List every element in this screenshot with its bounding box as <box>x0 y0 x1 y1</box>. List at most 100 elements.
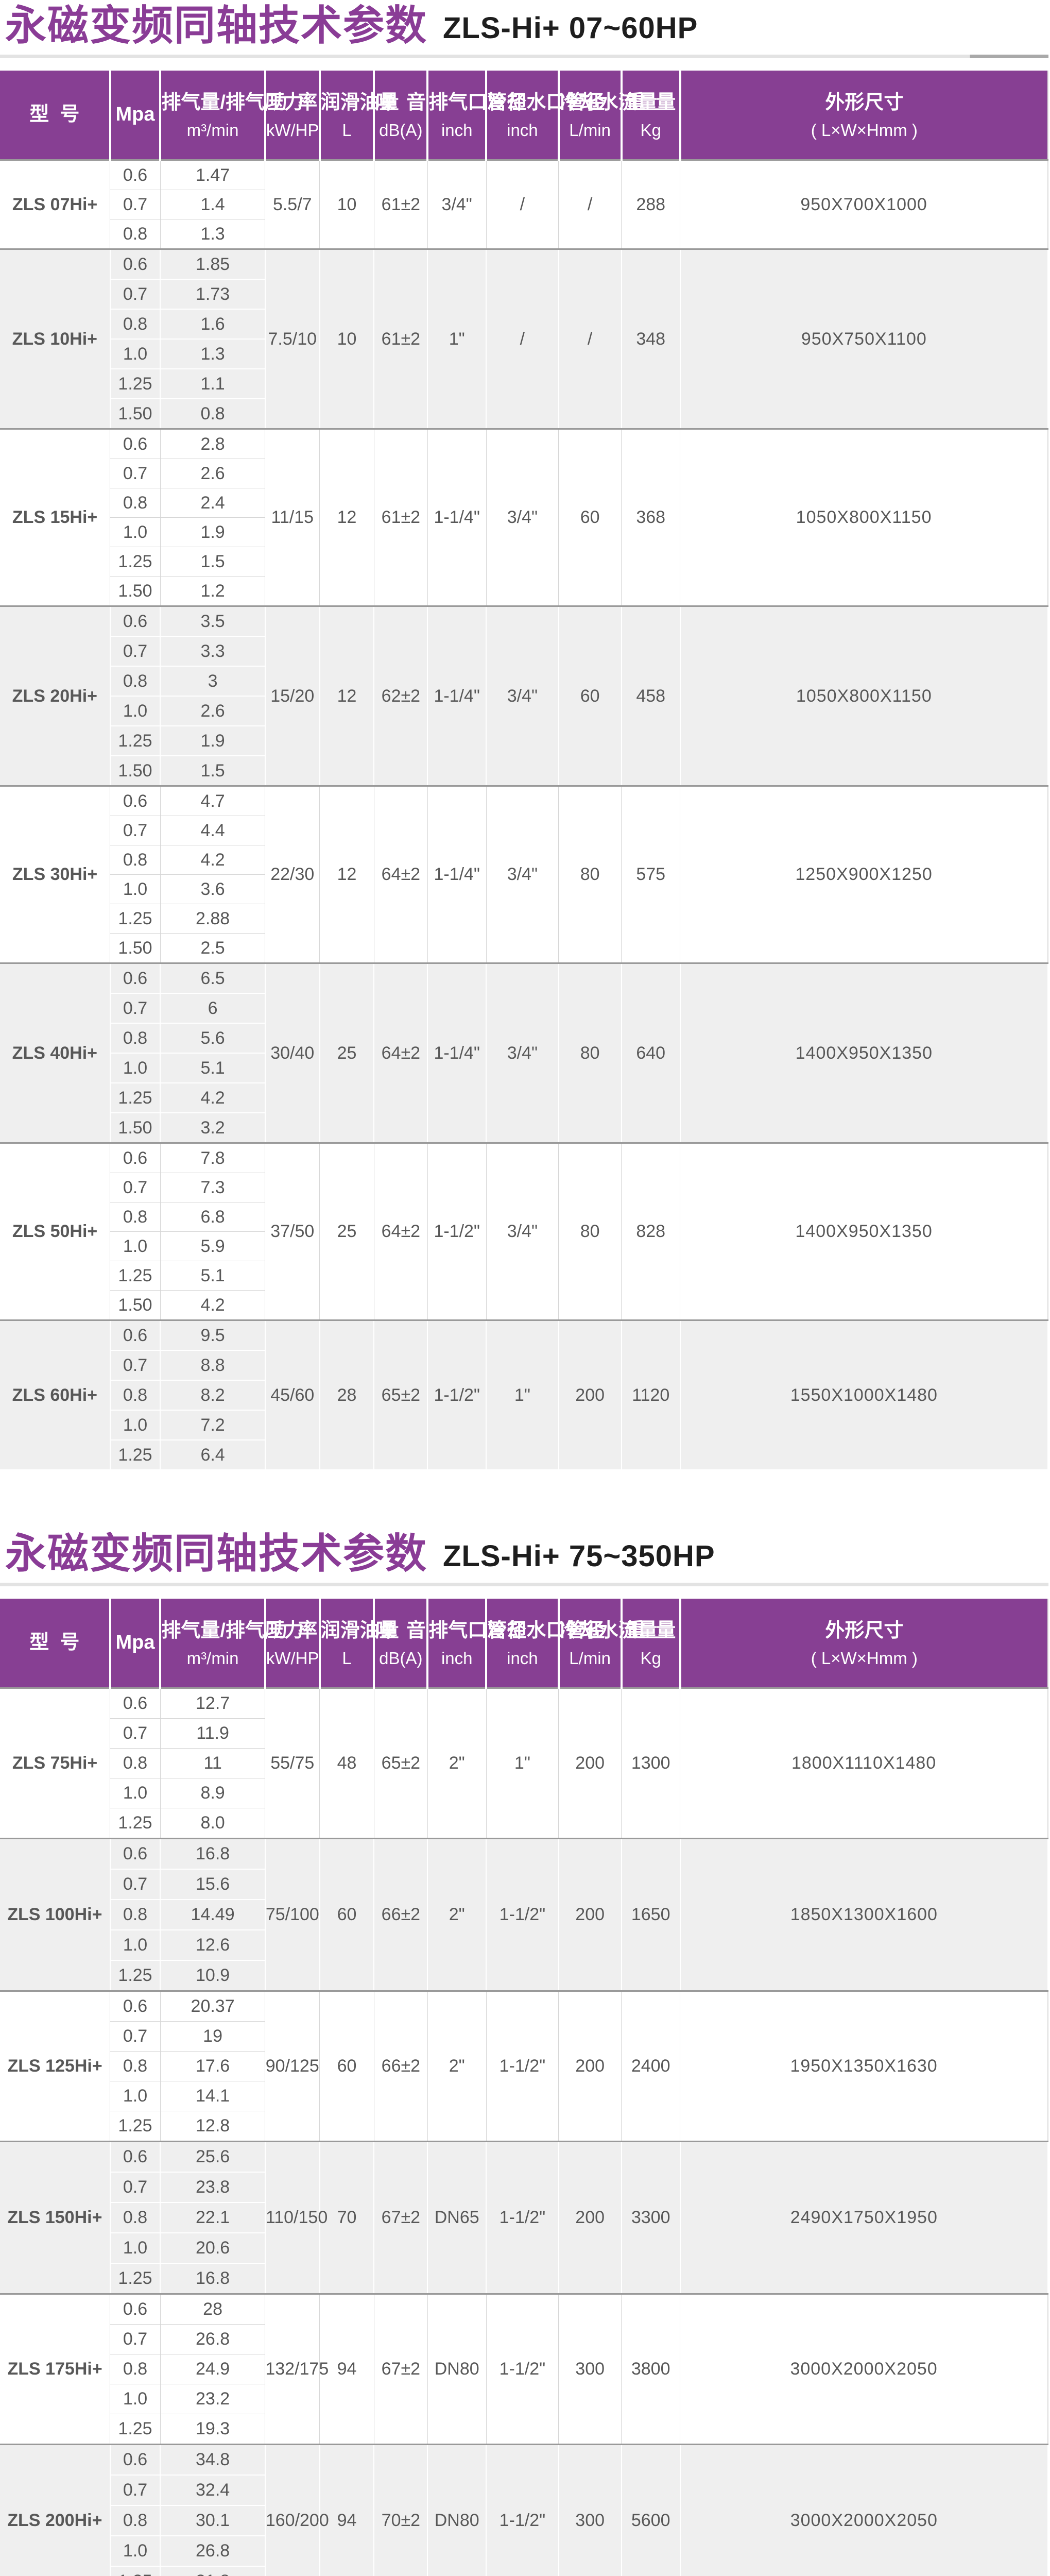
coolport-cell: 3/4" <box>486 428 559 606</box>
column-header-weight: 重 量 Kg <box>621 71 681 160</box>
mpa-cell: 0.8 <box>110 1748 161 1778</box>
column-header-oil-unit: L <box>342 120 352 140</box>
coolflow-cell: 80 <box>558 785 622 963</box>
noise-cell: 65±2 <box>373 1319 428 1470</box>
displacement-cell: 7.8 <box>160 1142 266 1173</box>
mpa-cell: 0.8 <box>110 845 161 875</box>
noise-cell: 70±2 <box>373 2444 428 2576</box>
column-header-coolflow-unit: L/min <box>569 120 611 140</box>
spec-row-zls-10hi+: 0.8 1.6 <box>0 309 1048 340</box>
spec-row-zls-40hi+: 1.25 4.2 <box>0 1082 1048 1113</box>
column-header-weight-unit: Kg <box>640 120 661 140</box>
mpa-cell: 1.0 <box>110 1231 161 1261</box>
spec-row-zls-40hi+: 0.7 6 <box>0 993 1048 1024</box>
column-header-mpa: Mpa <box>110 71 162 160</box>
column-header-dims-unit: ( L×W×Hmm ) <box>811 1648 918 1668</box>
spec-row-zls-40hi+: ZLS 40Hi+ 0.6 6.5 30/40 25 64±2 1-1/4" 3/4" 80 64… <box>0 962 1049 1144</box>
column-header-coolport-label: 冷却水口管径 <box>487 91 605 113</box>
column-header-mpa: Mpa <box>110 1599 162 1688</box>
spec-row-zls-175hi+: 1.25 19.3 <box>0 2414 1048 2445</box>
mpa-cell: 1.50 <box>110 576 161 606</box>
spec-row-zls-07hi+: 0.8 1.3 <box>0 219 1048 249</box>
column-header-oil-label: 润滑油量 <box>320 1619 399 1641</box>
column-header-oil-unit: L <box>342 1648 352 1668</box>
mpa-cell: 1.25 <box>109 368 161 399</box>
column-header-disp-label: 排气量/排气压力 <box>161 1619 304 1641</box>
spec-row-zls-20hi+: 1.0 2.6 <box>0 696 1048 726</box>
displacement-cell: 3.3 <box>160 636 266 667</box>
coolflow-cell: 200 <box>558 1990 622 2142</box>
column-header-disp-unit: m³/min <box>186 120 239 140</box>
model-cell: ZLS 60Hi+ <box>0 1319 111 1470</box>
mpa-cell: 1.25 <box>109 725 161 756</box>
coolport-cell: 1" <box>486 1319 559 1470</box>
mpa-cell: 0.6 <box>109 248 161 280</box>
outlet-cell: DN80 <box>427 2293 487 2445</box>
spec-row-zls-20hi+: 1.25 1.9 <box>0 725 1048 756</box>
mpa-cell: 0.6 <box>110 1688 161 1719</box>
mpa-cell: 0.7 <box>110 190 161 219</box>
spec-row-zls-30hi+: 1.25 2.88 <box>0 904 1048 934</box>
coolport-cell: 1-1/2" <box>486 1990 559 2142</box>
displacement-cell: 1.4 <box>160 190 266 219</box>
spec-row-zls-40hi+: 1.50 3.2 <box>0 1112 1048 1144</box>
spec-row-zls-15hi+: 1.0 1.9 <box>0 517 1048 547</box>
spec-row-zls-100hi+: 1.0 12.6 <box>0 1929 1048 1961</box>
spec-row-zls-100hi+: 1.25 10.9 <box>0 1960 1048 1992</box>
oil-cell: 60 <box>319 1838 375 1992</box>
model-cell: ZLS 125Hi+ <box>0 1990 111 2142</box>
power-cell: 45/60 <box>264 1319 320 1470</box>
mpa-cell: 1.25 <box>109 2566 161 2576</box>
column-header-disp: 排气量/排气压力 m³/min <box>160 71 304 160</box>
model-cell: ZLS 175Hi+ <box>0 2293 111 2445</box>
spec-row-zls-20hi+: ZLS 20Hi+ 0.6 3.5 15/20 12 62±2 1-1/4" 3/4" 60 45… <box>0 605 1049 787</box>
mpa-cell: 1.25 <box>110 1808 161 1839</box>
column-header-coolport: 冷却水口管径 inch <box>486 71 605 160</box>
section-1-title-row: 永磁变频同轴技术参数 ZLS-Hi+ 07~60HP <box>0 0 1050 47</box>
displacement-cell: 10.9 <box>160 1960 266 1992</box>
displacement-cell: 5.1 <box>160 1053 266 1083</box>
displacement-cell: 1.73 <box>160 279 266 310</box>
outlet-cell: 2" <box>427 1688 487 1839</box>
spec-row-zls-30hi+: 0.8 4.2 <box>0 845 1048 875</box>
mpa-cell: 1.50 <box>110 1290 161 1320</box>
column-header-disp-unit: m³/min <box>186 1648 239 1668</box>
spec-row-zls-10hi+: 1.25 1.1 <box>0 368 1048 399</box>
spec-row-zls-07hi+: ZLS 07Hi+ 0.6 1.47 5.5/7 10 61±2 3/4" //288 950X… <box>0 160 1048 249</box>
outlet-cell: DN65 <box>427 2141 487 2295</box>
coolflow-cell: 200 <box>558 1838 622 1992</box>
mpa-cell: 1.25 <box>110 2414 161 2445</box>
displacement-cell: 2.88 <box>160 904 266 934</box>
mpa-cell: 0.8 <box>109 309 161 340</box>
spec-row-zls-60hi+: 1.0 7.2 <box>0 1410 1048 1440</box>
coolflow-cell: 60 <box>558 428 622 606</box>
displacement-cell: 4.2 <box>160 845 266 875</box>
spec-row-zls-20hi+: 0.8 3 <box>0 666 1048 697</box>
spec-row-zls-30hi+: 1.50 2.5 <box>0 933 1048 963</box>
mpa-cell: 0.6 <box>109 1319 161 1351</box>
column-header-dims: 外形尺寸 ( L×W×Hmm ) <box>680 1599 1048 1688</box>
dims-cell: 950X700X1000 <box>680 160 1048 249</box>
displacement-cell: 20.37 <box>160 1990 266 2022</box>
spec-row-zls-40hi+: 0.8 5.6 <box>0 1023 1048 1054</box>
model-cell: ZLS 100Hi+ <box>0 1838 111 1992</box>
mpa-cell: 1.0 <box>109 1053 161 1083</box>
column-header-model: 型 号 <box>0 1599 111 1688</box>
column-header-power-unit: kW/HP <box>266 120 319 140</box>
displacement-cell: 1.5 <box>160 547 266 577</box>
mpa-cell: 0.7 <box>110 1173 161 1202</box>
section-2-title-model: ZLS-Hi+ 75~350HP <box>443 1539 715 1573</box>
displacement-cell: 1.9 <box>160 725 266 756</box>
spec-row-zls-30hi+: ZLS 30Hi+ 0.6 4.7 22/30 12 64±2 1-1/4" 3/4" 80 57… <box>0 785 1048 963</box>
mpa-cell: 1.25 <box>109 1082 161 1113</box>
oil-cell: 12 <box>319 428 374 606</box>
model-cell: ZLS 200Hi+ <box>0 2444 111 2576</box>
mpa-cell: 0.6 <box>110 2293 161 2325</box>
section-2-divider <box>0 1583 1048 1586</box>
column-header-power-label: 功 率 <box>267 91 318 113</box>
mpa-cell: 1.0 <box>110 2081 161 2111</box>
column-header-noise: 噪 音 dB(A) <box>374 1599 429 1688</box>
displacement-cell: 16.8 <box>160 2263 266 2295</box>
spec-row-zls-20hi+: 1.50 1.5 <box>0 755 1048 787</box>
weight-cell: 2400 <box>621 1990 681 2142</box>
